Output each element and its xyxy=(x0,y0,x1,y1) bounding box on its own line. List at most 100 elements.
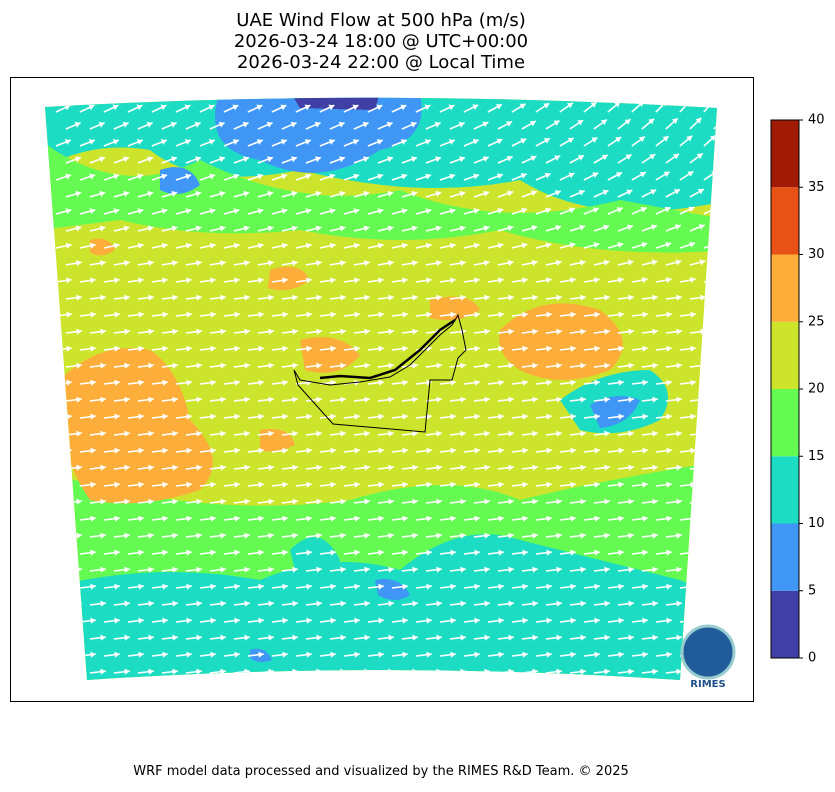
wind-arrow-head xyxy=(161,242,168,249)
wind-arrow-head xyxy=(138,583,144,590)
wind-arrow-head xyxy=(546,345,552,352)
wind-arrow-head xyxy=(642,277,648,284)
wind-arrow-head xyxy=(340,430,346,437)
wind-arrow-head xyxy=(651,259,658,266)
wind-arrow-head xyxy=(234,277,240,284)
wind-arrow-head xyxy=(172,396,178,403)
wind-arrow-head xyxy=(64,139,71,145)
wind-arrow-head xyxy=(268,566,274,573)
wind-arrow-head xyxy=(484,464,490,471)
wind-arrow-head xyxy=(162,549,168,556)
wind-arrow-head xyxy=(556,600,562,607)
wind-arrow-head xyxy=(208,104,215,111)
wind-arrow-head xyxy=(508,396,514,403)
wind-arrow-head xyxy=(400,104,407,111)
wind-arrow-head xyxy=(196,566,202,573)
wind-arrow-head xyxy=(210,583,216,590)
wind-arrow-head xyxy=(90,617,96,624)
wind-arrow-head xyxy=(314,121,321,128)
wind-arrow-head xyxy=(652,464,658,471)
wind-arrow-head xyxy=(354,345,360,352)
wind-arrow-head xyxy=(498,277,504,284)
wind-arrow-head xyxy=(387,225,394,232)
wind-arrow-head xyxy=(196,600,202,607)
colorbar: 0 5 10 15 20 25 30 35 40 xyxy=(770,113,825,666)
wind-arrow-head xyxy=(450,617,456,624)
wind-arrow-head xyxy=(666,311,672,318)
wind-arrow-head xyxy=(642,617,648,624)
wind-arrow-head xyxy=(556,328,562,335)
wind-arrow-head xyxy=(508,294,514,301)
wind-arrow-head xyxy=(306,651,312,658)
wind-arrow-head xyxy=(554,190,561,196)
wind-arrow-head xyxy=(232,104,239,111)
wind-arrow-head xyxy=(676,634,682,641)
wind-arrow-head xyxy=(330,345,336,352)
wind-arrow-head xyxy=(210,651,216,658)
wind-arrow-head xyxy=(258,583,264,590)
wind-arrow-head xyxy=(708,99,715,106)
wind-arrow-head xyxy=(676,566,682,573)
wind-arrow-head xyxy=(88,139,95,145)
wind-arrow-head xyxy=(474,549,480,556)
wind-arrow-head xyxy=(556,430,562,437)
wind-arrow-head xyxy=(508,532,514,539)
wind-arrow-head xyxy=(66,515,72,522)
wind-arrow-head xyxy=(186,447,192,454)
wind-arrow-head xyxy=(138,379,144,386)
wind-arrow-head xyxy=(484,362,490,369)
wind-arrow-head xyxy=(700,362,706,369)
wind-arrow xyxy=(329,670,346,674)
wind-arrow-head xyxy=(521,242,528,249)
wind-arrow-head xyxy=(484,600,490,607)
wind-arrow-head xyxy=(543,103,550,109)
wind-arrow-head xyxy=(186,549,192,556)
wind-arrow-head xyxy=(724,431,729,437)
wind-arrow-head xyxy=(556,566,562,573)
wind-arrow-head xyxy=(545,207,552,214)
wind-arrow-head xyxy=(306,583,312,590)
wind-arrow-head xyxy=(616,172,623,178)
wind-arrow-head xyxy=(618,413,624,420)
wind-arrow-head xyxy=(258,277,264,284)
wind-arrow-head xyxy=(172,600,178,607)
wind-arrow-head xyxy=(100,260,106,267)
colorbar-tick-label: 5 xyxy=(808,583,816,598)
wind-arrow-head xyxy=(172,668,178,675)
wind-arrow-head xyxy=(556,396,562,403)
wind-arrow-head xyxy=(257,242,264,249)
wind-arrow-head xyxy=(594,481,600,488)
wind-arrow xyxy=(353,670,370,674)
wind-arrow-head xyxy=(257,173,264,180)
wind-arrow-head xyxy=(713,276,717,283)
wind-arrow-head xyxy=(388,634,394,641)
wind-arrow-head xyxy=(473,208,480,215)
wind-arrow-head xyxy=(474,311,480,318)
wind-arrow-head xyxy=(292,634,298,641)
wind-arrow-head xyxy=(282,311,288,318)
wind-arrow-head xyxy=(100,430,106,437)
wind-arrow-head xyxy=(689,241,696,248)
wind-arrow-head xyxy=(507,259,514,266)
wind-arrow-head xyxy=(114,277,120,284)
wind-arrow-head xyxy=(594,447,600,454)
wind-arrow-head xyxy=(506,155,513,162)
wind-arrow-head xyxy=(162,481,168,488)
wind-arrow-head xyxy=(666,651,672,658)
wind-arrow-head xyxy=(148,260,154,267)
wind-arrow-head xyxy=(435,156,441,163)
wind-arrow-head xyxy=(113,208,120,215)
wind-arrow-head xyxy=(234,447,240,454)
wind-arrow-head xyxy=(328,104,335,111)
wind-arrow xyxy=(713,260,717,266)
wind-arrow-head xyxy=(219,225,226,232)
wind-arrow-head xyxy=(569,207,575,214)
wind-arrow-head xyxy=(99,225,106,232)
wind-arrow-head xyxy=(592,207,599,214)
wind-arrow-head xyxy=(137,173,144,180)
wind-arrow-head xyxy=(426,379,432,386)
wind-arrow xyxy=(713,296,717,300)
wind-arrow-head xyxy=(642,447,648,454)
wind-arrow-head xyxy=(138,617,144,624)
wind-arrow-head xyxy=(354,617,360,624)
